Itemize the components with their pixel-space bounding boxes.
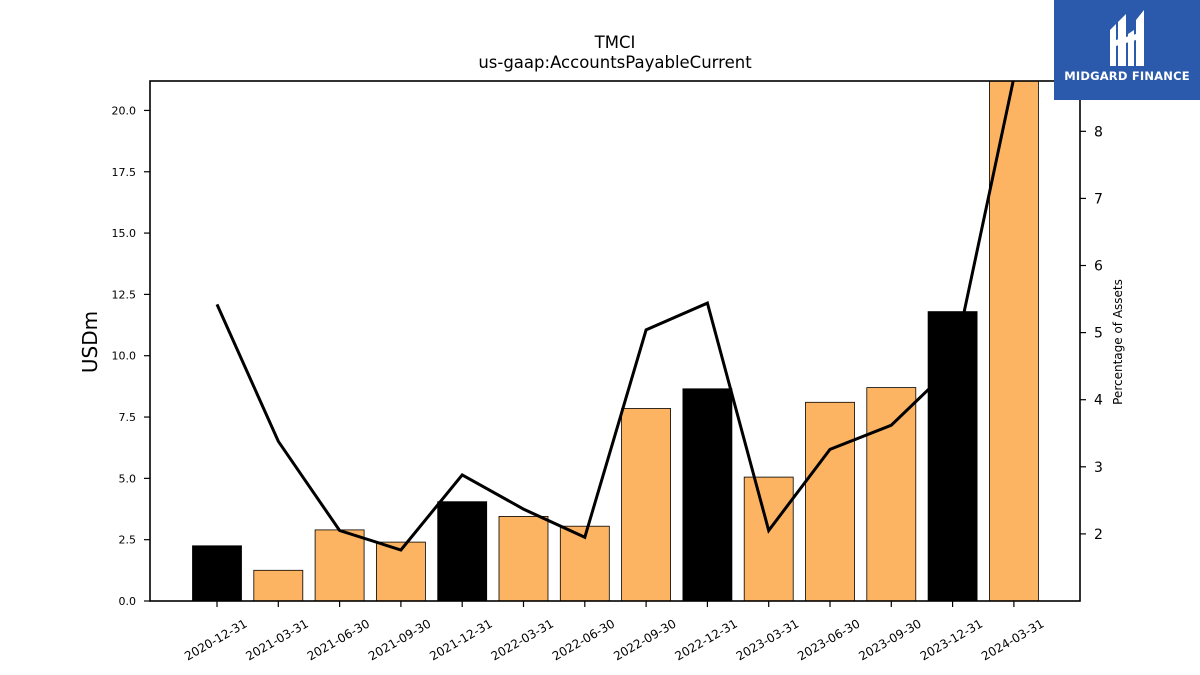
x-tick-label: 2021-03-31: [243, 616, 310, 663]
y-axis-left: 0.0 2.5 5.0 7.5 10.0 12.5 15.0 17.5 20.0: [112, 104, 150, 608]
y2-tick-label: 6: [1094, 259, 1103, 275]
x-tick-label: 2023-06-30: [795, 616, 862, 663]
x-tick-label: 2021-06-30: [305, 616, 372, 663]
y2-tick-label: 5: [1094, 326, 1103, 342]
x-tick-label: 2022-03-31: [489, 616, 556, 663]
x-tick-label: 2022-12-31: [672, 616, 739, 663]
x-axis: 2020-12-312021-03-312021-06-302021-09-30…: [182, 601, 1046, 663]
x-tick-label: 2021-09-30: [366, 616, 433, 663]
y-axis-right: 2 3 4 5 6 7 8: [1080, 124, 1103, 543]
bar-2022-09-30: [621, 408, 671, 602]
bar-2023-03-31: [743, 476, 794, 602]
y-tick-label: 10.0: [112, 350, 137, 363]
bar-2023-12-31: [927, 311, 978, 602]
bar-series: [192, 80, 1039, 602]
y2-tick-label: 3: [1094, 460, 1103, 476]
brand-logo: MIDGARD FINANCE: [1054, 0, 1200, 100]
y-tick-label: 2.5: [119, 534, 137, 547]
chart-subtitle: us-gaap:AccountsPayableCurrent: [478, 53, 752, 72]
bar-2021-12-31: [437, 501, 488, 602]
bar-2021-09-30: [375, 541, 426, 602]
y-tick-label: 12.5: [112, 288, 137, 301]
logo-text: MIDGARD FINANCE: [1064, 69, 1190, 83]
y-tick-label: 0.0: [119, 595, 137, 608]
y2-tick-label: 7: [1094, 191, 1103, 207]
x-tick-label: 2022-09-30: [611, 616, 678, 663]
bar-2023-09-30: [866, 387, 917, 602]
y2-tick-label: 8: [1094, 124, 1103, 140]
x-tick-label: 2022-06-30: [550, 616, 617, 663]
x-tick-label: 2024-03-31: [979, 616, 1046, 663]
bar-2021-06-30: [314, 529, 365, 602]
y2-tick-label: 2: [1094, 527, 1103, 543]
y-tick-label: 7.5: [119, 411, 137, 424]
y2-tick-label: 4: [1094, 393, 1103, 409]
bar-2021-03-31: [253, 569, 304, 602]
line-percentage-of-assets: [215, 81, 1015, 552]
x-tick-label: 2023-12-31: [918, 616, 985, 663]
x-tick-label: 2023-03-31: [734, 616, 801, 663]
y-tick-label: 15.0: [112, 227, 137, 240]
line-series-layer: [215, 81, 1015, 552]
x-tick-label: 2021-12-31: [427, 616, 494, 663]
y-tick-label: 5.0: [119, 472, 137, 485]
y-tick-label: 17.5: [112, 166, 137, 179]
midgard-logo-icon: [1110, 10, 1144, 66]
bar-2022-12-31: [682, 388, 733, 602]
y-axis-label: USDm: [78, 311, 102, 373]
x-tick-label: 2020-12-31: [182, 616, 249, 663]
y2-axis-label: Percentage of Assets: [1111, 279, 1125, 405]
bar-2023-06-30: [805, 401, 855, 602]
x-tick-label: 2023-09-30: [856, 616, 923, 663]
chart-title: TMCI: [594, 33, 636, 52]
plot-frame: [149, 80, 1081, 602]
bar-2022-03-31: [498, 516, 549, 602]
bar-2020-12-31: [192, 545, 242, 602]
y-tick-label: 20.0: [112, 104, 137, 117]
